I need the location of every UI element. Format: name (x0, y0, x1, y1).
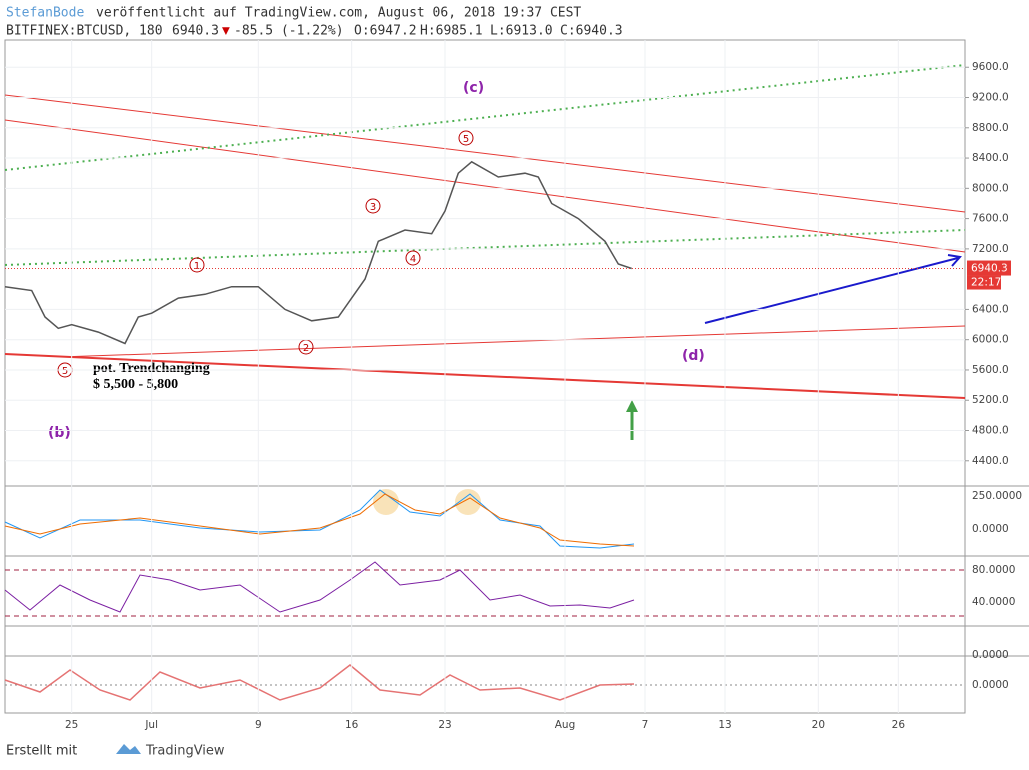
panel-tick-label: 0.0000 (972, 679, 1009, 691)
x-tick-label: 9 (255, 719, 262, 731)
wave-circles (57, 130, 474, 378)
high: H:6985.1 (420, 24, 483, 39)
y-tick-label: 9200.0 (972, 92, 1009, 104)
x-tick-label: 26 (892, 719, 906, 731)
price: 6940.3 (172, 24, 219, 39)
close: C:6940.3 (560, 24, 623, 39)
footer-text: Erstellt mit (6, 744, 77, 759)
drawings (4, 64, 966, 701)
x-tick-label: Jul (144, 719, 158, 731)
y-tick-label: 7200.0 (972, 243, 1009, 255)
x-tick-label: Aug (555, 719, 576, 731)
note: $ 5,500 - 5,800 (93, 377, 178, 392)
wave-number: 2 (303, 343, 309, 354)
wave-number: 4 (410, 254, 416, 265)
y-tick-label: 5600.0 (972, 364, 1009, 376)
countdown: 22:17 (971, 277, 1001, 289)
countdown-box (967, 275, 1001, 290)
wave-number: 3 (370, 202, 376, 213)
panel-tick-label: 250.0000 (972, 490, 1022, 502)
y-tick-label: 6000.0 (972, 334, 1009, 346)
published: veröffentlicht auf TradingView.com, Augu… (96, 6, 581, 21)
y-tick-label: 9600.0 (972, 61, 1009, 73)
open: O:6947.2 (354, 24, 417, 39)
x-tick-label: 20 (812, 719, 825, 731)
y-tick-label: 8400.0 (972, 152, 1009, 164)
panel-tick-label: 40.0000 (972, 596, 1015, 608)
y-tick-label: 7600.0 (972, 213, 1009, 225)
y-tick-label: 4400.0 (972, 455, 1009, 467)
low: L:6913.0 (490, 24, 553, 39)
brand[interactable]: TradingView (145, 744, 225, 759)
x-tick-label: 23 (438, 719, 451, 731)
x-tick-label: 13 (718, 719, 731, 731)
panel-tick-label: 0.0000 (972, 649, 1009, 661)
wave-label: (c) (463, 80, 484, 96)
y-tick-label: 6400.0 (972, 303, 1009, 315)
last-price-box (967, 260, 1011, 276)
y-tick-label: 8800.0 (972, 122, 1009, 134)
panel-frames (4, 39, 1029, 714)
y-tick-label: 5200.0 (972, 394, 1009, 406)
y-tick-label: 4800.0 (972, 425, 1009, 437)
author[interactable]: StefanBode (6, 6, 84, 21)
symbol: BITFINEX:BTCUSD, 180 (6, 24, 163, 39)
panel-tick-label: 80.0000 (972, 564, 1015, 576)
x-tick-label: 7 (642, 719, 649, 731)
y-tick-label: 8000.0 (972, 182, 1009, 194)
panel-tick-label: 0.0000 (972, 523, 1009, 535)
last-price-label: 6940.3 (971, 263, 1008, 275)
wave-number: 1 (194, 261, 200, 272)
wave-label: (d) (682, 348, 705, 364)
price-line (4, 160, 632, 345)
change-arrow: ▼ (222, 24, 230, 39)
wave-label: (b) (48, 425, 71, 441)
brand-icon (116, 744, 141, 754)
change: -85.5 (-1.22%) (234, 24, 344, 39)
x-tick-label: 25 (65, 719, 78, 731)
x-tick-label: 16 (345, 719, 359, 731)
wave-number: 5 (62, 366, 68, 377)
wave-number: 5 (463, 134, 469, 145)
